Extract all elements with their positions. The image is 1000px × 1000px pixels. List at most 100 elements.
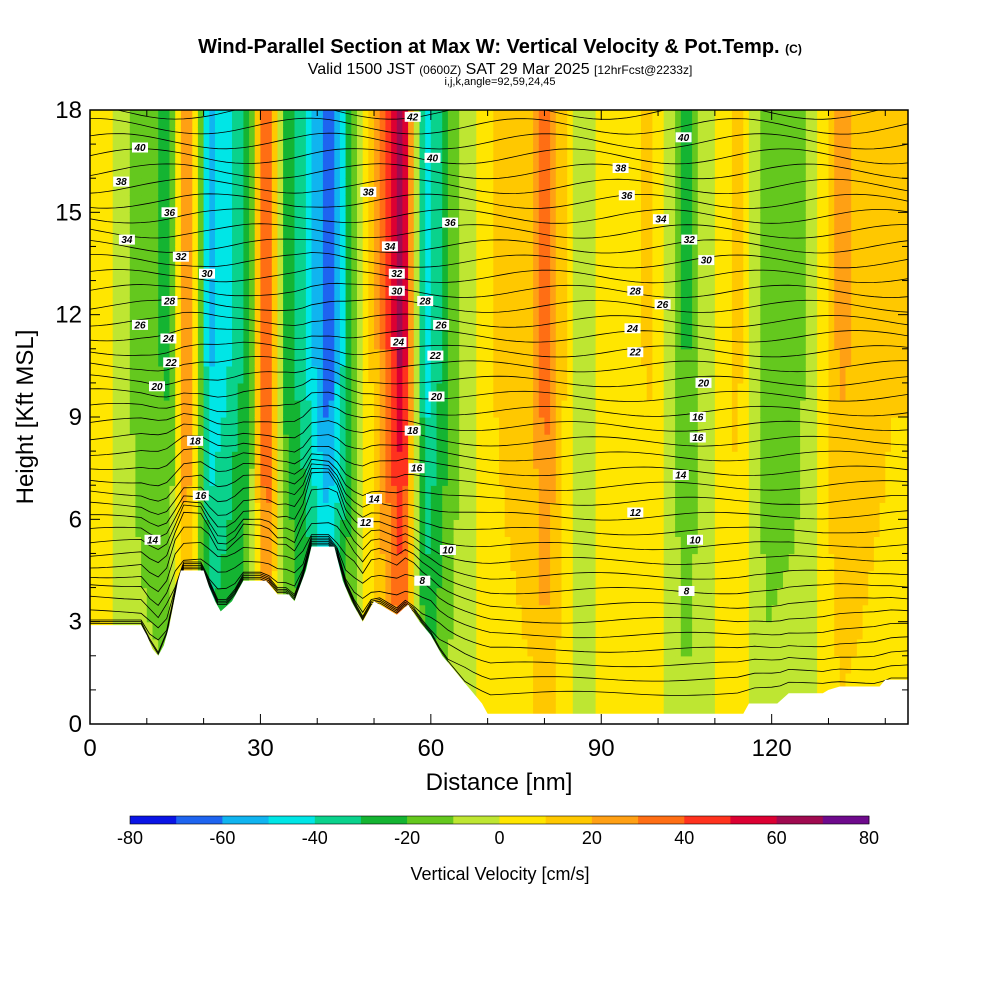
velocity-cell	[760, 451, 767, 469]
velocity-cell	[288, 212, 296, 230]
velocity-cell	[544, 110, 551, 128]
velocity-cell	[135, 161, 142, 179]
velocity-cell	[107, 229, 114, 248]
velocity-cell	[641, 672, 648, 691]
velocity-cell	[641, 178, 648, 196]
velocity-cell	[635, 127, 642, 145]
velocity-cell	[726, 689, 733, 708]
velocity-cell	[158, 195, 165, 213]
velocity-cell	[118, 553, 125, 572]
velocity-cell	[658, 689, 665, 708]
velocity-cell	[595, 672, 602, 691]
velocity-cell	[567, 144, 574, 162]
velocity-cell	[345, 297, 352, 316]
velocity-cell	[203, 212, 210, 230]
velocity-cell	[464, 417, 472, 435]
velocity-cell	[425, 331, 432, 350]
velocity-cell	[107, 536, 114, 555]
velocity-cell	[436, 587, 443, 606]
velocity-cell	[385, 417, 392, 435]
velocity-cell	[328, 348, 335, 367]
velocity-cell	[851, 246, 858, 265]
velocity-cell	[777, 280, 784, 299]
velocity-cell	[629, 468, 636, 486]
velocity-cell	[237, 212, 244, 230]
velocity-cell	[476, 331, 483, 350]
velocity-cell	[624, 672, 631, 691]
velocity-cell	[686, 331, 693, 350]
velocity-cell	[226, 365, 233, 384]
velocity-cell	[766, 331, 773, 350]
velocity-cell	[158, 263, 165, 282]
velocity-cell	[447, 246, 455, 265]
velocity-cell	[95, 382, 102, 401]
velocity-cell	[305, 178, 313, 196]
velocity-cell	[663, 263, 670, 282]
velocity-cell	[232, 331, 239, 350]
velocity-cell	[527, 485, 534, 503]
velocity-cell	[277, 451, 284, 469]
velocity-cell	[788, 348, 795, 367]
velocity-cell	[612, 536, 619, 555]
velocity-cell	[283, 365, 290, 384]
velocity-cell	[851, 178, 858, 196]
velocity-cell	[606, 587, 614, 606]
velocity-cell	[646, 587, 653, 606]
velocity-cell	[624, 468, 631, 486]
velocity-cell	[754, 672, 761, 691]
velocity-cell	[288, 451, 296, 469]
velocity-cell	[845, 434, 852, 452]
velocity-cell	[300, 229, 307, 248]
velocity-cell	[254, 280, 261, 299]
velocity-cell	[516, 280, 523, 299]
velocity-cell	[675, 314, 682, 333]
velocity-cell	[215, 280, 222, 299]
velocity-cell	[493, 672, 500, 691]
velocity-cell	[726, 434, 733, 452]
velocity-cell	[499, 570, 506, 589]
velocity-cell	[499, 587, 506, 606]
velocity-cell	[606, 604, 614, 623]
velocity-cell	[868, 348, 875, 367]
velocity-cell	[425, 536, 432, 555]
velocity-cell	[271, 468, 279, 486]
velocity-cell	[521, 587, 528, 606]
velocity-cell	[646, 399, 653, 418]
velocity-cell	[618, 331, 625, 350]
velocity-cell	[328, 399, 335, 418]
velocity-cell	[618, 144, 625, 162]
velocity-cell	[504, 468, 511, 486]
velocity-cell	[538, 621, 546, 640]
velocity-cell	[107, 263, 114, 282]
velocity-cell	[442, 570, 449, 589]
velocity-cell	[180, 144, 188, 162]
velocity-cell	[419, 110, 426, 128]
velocity-cell	[243, 331, 250, 350]
velocity-cell	[584, 553, 591, 572]
velocity-cell	[624, 587, 631, 606]
velocity-cell	[339, 382, 347, 401]
velocity-cell	[567, 178, 574, 196]
velocity-cell	[419, 587, 426, 606]
velocity-cell	[118, 468, 125, 486]
velocity-cell	[339, 127, 347, 145]
velocity-cell	[180, 297, 188, 316]
velocity-cell	[521, 672, 528, 691]
velocity-cell	[203, 314, 210, 333]
velocity-cell	[612, 280, 619, 299]
velocity-cell	[413, 212, 421, 230]
velocity-cell	[766, 110, 773, 128]
velocity-cell	[748, 110, 756, 128]
velocity-cell	[124, 314, 131, 333]
velocity-cell	[783, 365, 790, 384]
velocity-cell	[237, 314, 244, 333]
velocity-cell	[703, 212, 710, 230]
velocity-cell	[521, 161, 528, 179]
velocity-cell	[146, 434, 154, 452]
velocity-cell	[436, 485, 443, 503]
velocity-cell	[510, 314, 517, 333]
velocity-cell	[95, 246, 102, 265]
velocity-cell	[669, 348, 676, 367]
velocity-cell	[305, 246, 313, 265]
velocity-cell	[288, 587, 296, 606]
